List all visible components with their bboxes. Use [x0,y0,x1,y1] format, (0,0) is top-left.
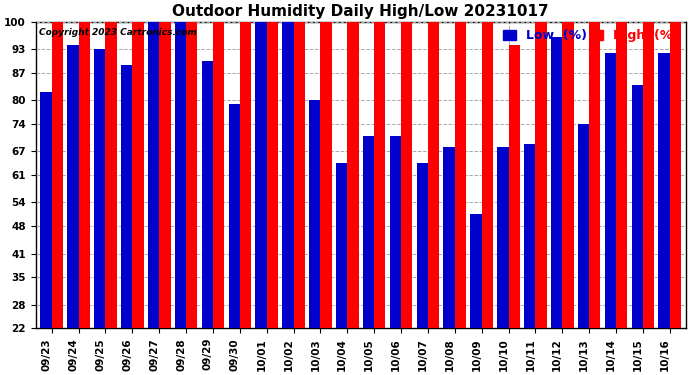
Bar [535,0,546,328]
Bar [293,0,305,328]
Bar [309,100,320,328]
Bar [148,0,159,328]
Bar [320,0,332,328]
Bar [52,0,63,328]
Bar [509,45,520,328]
Bar [175,0,186,328]
Bar [497,147,509,328]
Legend: Low  (%), High  (%): Low (%), High (%) [502,28,680,44]
Bar [578,124,589,328]
Bar [228,104,240,328]
Bar [471,214,482,328]
Bar [524,144,535,328]
Bar [631,85,643,328]
Bar [401,0,413,328]
Text: Copyright 2023 Cartronics.com: Copyright 2023 Cartronics.com [39,28,197,37]
Bar [390,136,401,328]
Bar [562,0,573,328]
Bar [643,0,654,328]
Bar [417,163,428,328]
Bar [267,0,278,328]
Bar [363,136,374,328]
Bar [336,163,347,328]
Bar [68,45,79,328]
Bar [79,0,90,328]
Bar [670,0,681,328]
Bar [658,53,670,328]
Bar [374,0,386,328]
Bar [213,0,224,328]
Bar [551,38,562,328]
Bar [240,0,251,328]
Bar [186,0,197,328]
Bar [444,147,455,328]
Bar [132,0,144,328]
Bar [589,0,600,328]
Bar [616,0,627,328]
Bar [282,0,293,328]
Bar [201,61,213,328]
Bar [41,93,52,328]
Bar [604,53,616,328]
Bar [347,0,359,328]
Bar [95,49,106,328]
Bar [255,0,267,328]
Bar [106,0,117,328]
Bar [159,0,170,328]
Bar [455,0,466,328]
Title: Outdoor Humidity Daily High/Low 20231017: Outdoor Humidity Daily High/Low 20231017 [172,4,549,19]
Bar [482,0,493,328]
Bar [428,0,440,328]
Bar [121,65,132,328]
